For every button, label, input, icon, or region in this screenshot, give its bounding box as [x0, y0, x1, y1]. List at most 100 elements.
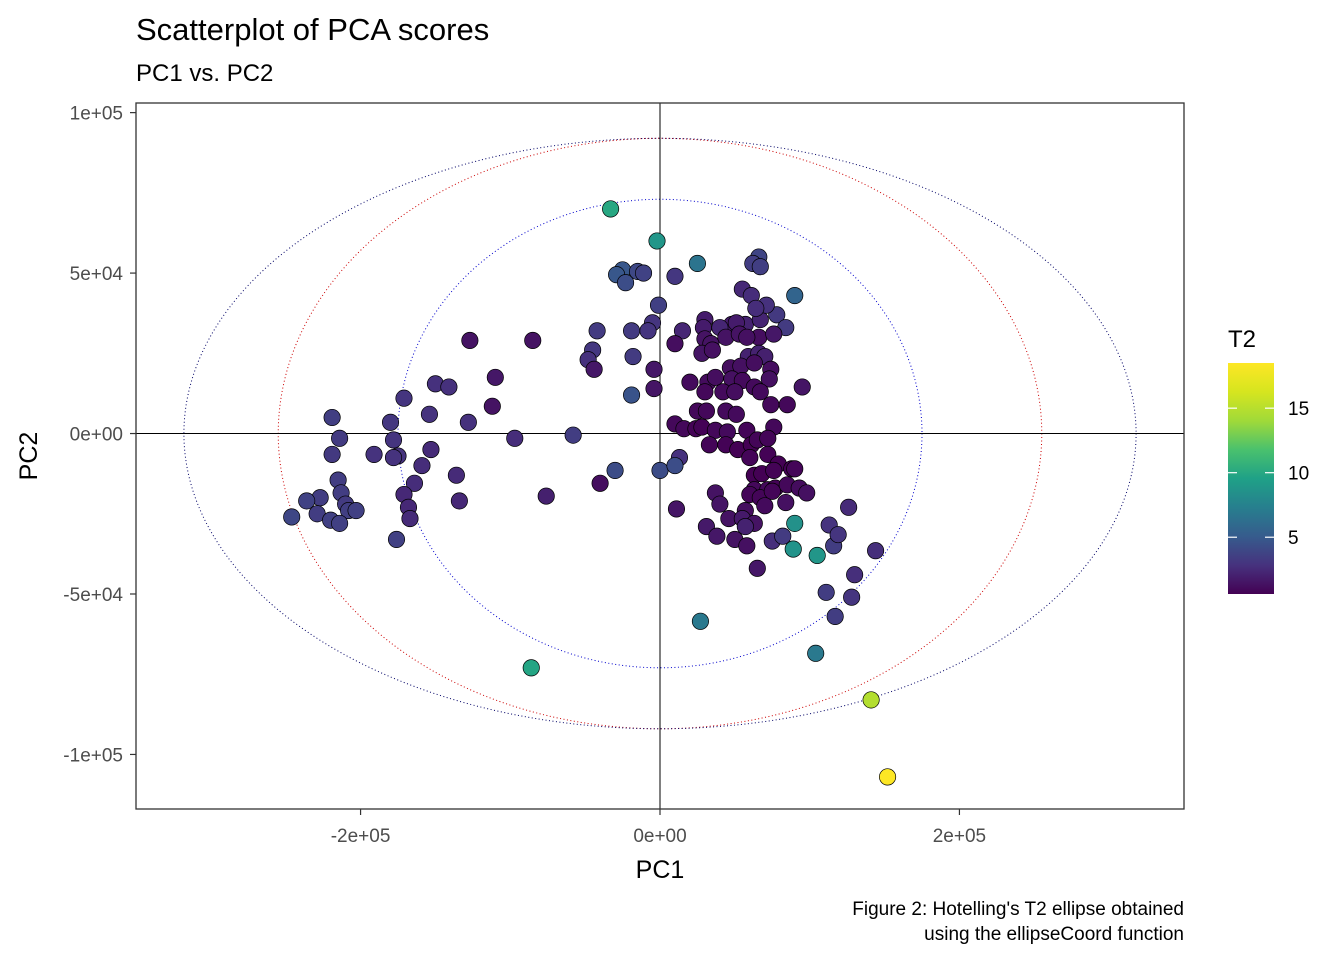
data-point: [461, 331, 479, 350]
data-point: [738, 537, 756, 555]
data-point: [688, 254, 706, 273]
data-point: [624, 347, 642, 366]
data-point: [786, 514, 804, 532]
data-point: [867, 542, 885, 560]
x-tick-label: 2e+05: [933, 826, 986, 847]
legend-tick-label: 10: [1288, 464, 1309, 485]
data-point: [623, 386, 641, 404]
data-point: [708, 527, 726, 545]
data-point: [747, 299, 765, 317]
data-point: [537, 487, 555, 505]
y-tick-label: 1e+05: [70, 104, 123, 125]
data-point: [673, 322, 692, 340]
data-point: [765, 325, 783, 343]
legend-title: T2: [1228, 326, 1256, 353]
data-point: [384, 431, 403, 449]
data-point: [384, 449, 403, 467]
data-point: [843, 588, 861, 606]
data-point: [711, 495, 729, 513]
data-point: [736, 518, 754, 536]
figure-caption: Figure 2: Hotelling's T2 ellipse obtaine…: [852, 897, 1184, 947]
data-point: [726, 383, 744, 401]
data-point: [666, 335, 684, 353]
data-point: [691, 612, 709, 630]
data-point: [381, 413, 400, 431]
data-point: [759, 429, 777, 447]
data-point: [651, 461, 669, 479]
data-point: [395, 389, 413, 407]
data-point: [829, 526, 847, 544]
data-point: [486, 368, 504, 386]
data-point: [826, 607, 844, 626]
data-point: [405, 474, 424, 492]
data-point: [846, 566, 864, 584]
data-point: [727, 405, 745, 423]
data-point: [522, 659, 540, 677]
data-point: [564, 426, 582, 444]
data-point: [645, 380, 663, 398]
data-point: [331, 429, 349, 447]
data-point: [777, 493, 795, 512]
data-point: [459, 413, 477, 431]
data-point: [706, 368, 724, 386]
data-point: [331, 514, 349, 532]
data-point: [774, 527, 792, 545]
data-point: [666, 457, 684, 475]
data-point: [862, 691, 880, 709]
data-point: [786, 286, 804, 305]
legend-tick-label: 5: [1288, 528, 1299, 549]
data-point: [447, 466, 465, 484]
data-point: [807, 644, 825, 662]
data-point: [649, 296, 668, 314]
data-point: [697, 402, 715, 420]
data-point: [751, 258, 769, 276]
data-point: [696, 383, 714, 401]
data-point: [798, 484, 816, 502]
data-point: [645, 360, 663, 378]
data-point: [323, 408, 341, 427]
data-point: [681, 373, 699, 391]
data-point: [602, 200, 620, 218]
data-point: [365, 445, 383, 463]
data-point: [483, 397, 501, 415]
data-point: [347, 502, 365, 520]
data-point: [763, 482, 781, 500]
x-tick-label: -2e+05: [331, 826, 391, 847]
data-point: [760, 370, 778, 388]
data-point: [808, 546, 826, 565]
data-point: [793, 378, 811, 396]
data-point: [450, 492, 468, 510]
legend: T2 5 10 15: [1228, 326, 1309, 594]
legend-colorbar: [1228, 363, 1274, 594]
y-tick-label: 5e+04: [70, 264, 124, 285]
data-point: [762, 396, 780, 414]
data-point: [666, 267, 684, 285]
data-point: [745, 354, 763, 372]
data-point: [879, 768, 897, 786]
data-point: [741, 449, 759, 467]
data-point: [323, 445, 341, 463]
data-point: [588, 322, 606, 340]
data-point: [591, 474, 609, 492]
y-tick-label: -1e+05: [63, 745, 123, 766]
data-point: [765, 461, 783, 479]
data-point: [413, 457, 431, 475]
x-tick-label: 0e+00: [633, 826, 686, 847]
chart-title: Scatterplot of PCA scores: [136, 12, 490, 47]
y-tick-label: 0e+00: [70, 425, 123, 446]
legend-tick-label: 15: [1288, 399, 1309, 420]
data-point: [748, 559, 766, 577]
caption-line-2: using the ellipseCoord function: [924, 924, 1184, 945]
data-point: [617, 274, 635, 292]
x-axis-label: PC1: [636, 856, 685, 884]
data-point: [751, 383, 769, 401]
data-point: [756, 497, 774, 515]
data-point: [606, 461, 624, 479]
data-point: [634, 264, 653, 282]
y-axis-label: PC2: [15, 432, 43, 481]
data-point: [283, 508, 301, 526]
data-point: [648, 232, 666, 250]
data-point: [506, 429, 524, 447]
data-point: [738, 328, 756, 346]
